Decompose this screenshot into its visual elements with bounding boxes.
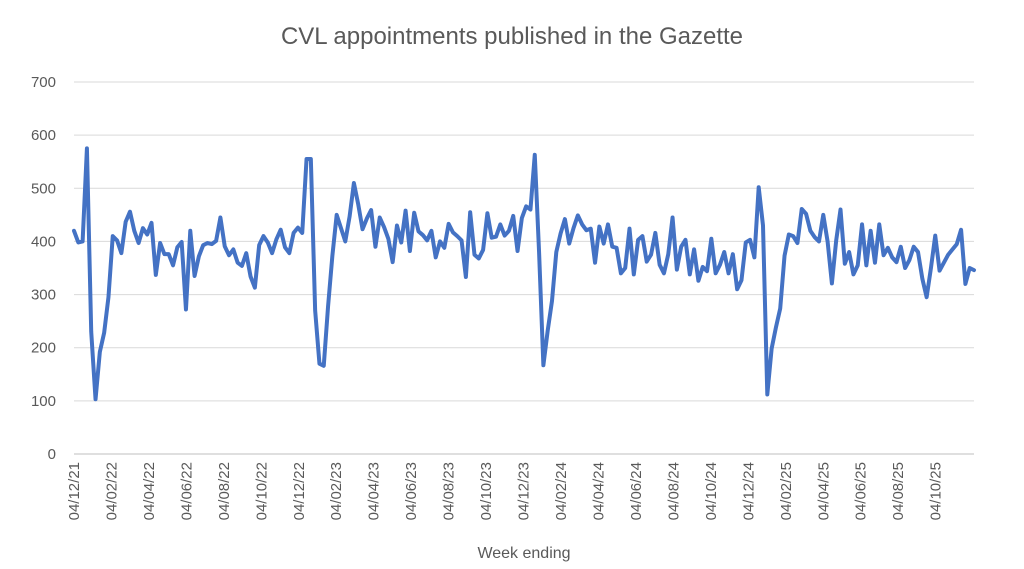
chart-title: CVL appointments published in the Gazett… [281, 23, 743, 50]
y-tick-label: 500 [31, 180, 56, 197]
y-tick-label: 600 [31, 127, 56, 144]
x-tick-label: 04/10/24 [703, 462, 720, 520]
x-tick-label: 04/10/23 [478, 462, 495, 520]
y-tick-label: 400 [31, 233, 56, 250]
x-axis-ticks: 04/12/21 04/02/22 04/04/22 04/06/22 04/08/22… [66, 462, 945, 520]
y-tick-label: 200 [31, 340, 56, 357]
series-layer [72, 146, 976, 402]
x-tick-label: 04/02/23 [328, 462, 345, 520]
y-axis-ticks: 0 100 200 300 400 500 600 700 [31, 74, 56, 463]
x-axis-label: Week ending [477, 545, 570, 562]
x-tick-label: 04/04/23 [366, 462, 383, 520]
y-tick-label: 100 [31, 393, 56, 410]
x-tick-label: 04/12/21 [66, 462, 83, 520]
x-tick-label: 04/08/22 [216, 462, 233, 520]
gridlines [74, 81, 974, 455]
x-tick-label: 04/06/24 [628, 462, 645, 520]
x-tick-label: 04/12/23 [516, 462, 533, 520]
x-tick-label: 04/06/25 [853, 462, 870, 520]
series-line-0 [72, 146, 976, 402]
x-tick-label: 04/04/24 [590, 462, 607, 520]
x-tick-label: 04/08/25 [890, 462, 907, 520]
x-tick-label: 04/04/22 [141, 462, 158, 520]
x-tick-label: 04/12/24 [740, 462, 757, 520]
x-tick-label: 04/06/23 [403, 462, 420, 520]
x-tick-label: 04/12/22 [291, 462, 308, 520]
x-tick-label: 04/10/25 [928, 462, 945, 520]
x-tick-label: 04/02/25 [778, 462, 795, 520]
x-tick-label: 04/06/22 [178, 462, 195, 520]
y-tick-label: 0 [48, 446, 56, 463]
x-tick-label: 04/08/23 [441, 462, 458, 520]
x-tick-label: 04/02/22 [103, 462, 120, 520]
y-tick-label: 300 [31, 287, 56, 304]
y-tick-label: 700 [31, 74, 56, 91]
x-tick-label: 04/02/24 [553, 462, 570, 520]
x-tick-label: 04/08/24 [665, 462, 682, 520]
x-tick-label: 04/04/25 [815, 462, 832, 520]
x-tick-label: 04/10/22 [253, 462, 270, 520]
